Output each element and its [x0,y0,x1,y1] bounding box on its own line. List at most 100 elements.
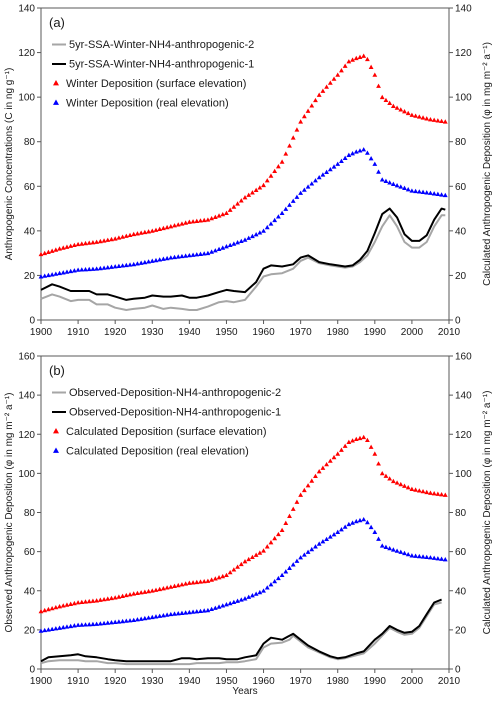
data-point-marker [439,556,444,561]
data-point-marker [135,617,140,622]
legend-entry-label: Winter Deposition (real elevation) [66,98,229,110]
data-point-marker [361,53,367,58]
data-point-marker [235,240,240,245]
data-point-marker [390,181,396,186]
data-point-marker [179,253,185,259]
data-point-marker [335,451,341,456]
data-point-marker [75,622,81,627]
data-point-marker [238,198,244,203]
data-point-marker [405,187,411,192]
data-point-marker [257,589,263,595]
x-tick-label: 1960 [252,676,275,687]
data-point-marker [268,582,274,587]
data-point-marker [246,192,252,197]
y-left-tick-label: 120 [18,430,35,441]
data-point-marker [379,94,385,100]
y-left-tick-label: 100 [18,93,35,104]
data-point-marker [272,168,278,174]
data-point-marker [123,233,129,238]
data-point-marker [298,555,304,560]
data-point-marker [413,188,419,194]
data-point-marker [142,229,148,235]
data-point-marker [257,550,263,555]
y-left-tick-label: 20 [24,271,36,282]
data-point-marker [64,244,70,249]
data-point-marker [157,586,163,592]
y-right-tick-label: 80 [455,137,467,148]
data-point-marker [190,219,196,224]
data-point-marker [94,598,100,603]
data-point-marker [279,527,285,533]
data-point-marker [357,148,363,153]
data-point-marker [424,190,430,195]
data-point-marker [346,439,352,444]
y-right-tick-label: 100 [455,93,472,104]
data-point-marker [179,610,185,615]
x-tick-label: 1980 [327,676,350,687]
data-point-marker [287,202,292,207]
data-point-marker [365,519,370,525]
data-point-marker [38,628,44,633]
data-point-marker [409,112,415,117]
data-point-marker [157,613,163,618]
data-point-marker [79,267,85,272]
data-point-marker [283,206,289,211]
data-point-marker [402,109,407,114]
data-point-marker [216,213,222,218]
data-point-marker [161,612,166,618]
legend-marker-swatch [53,447,59,453]
data-point-marker [261,588,266,593]
data-point-marker [94,239,100,244]
data-point-marker [153,227,159,232]
data-point-marker [60,245,66,250]
data-point-marker [398,184,404,189]
data-point-marker [439,192,444,197]
data-point-marker [131,591,137,596]
data-point-marker [205,578,211,583]
data-point-marker [350,520,355,525]
y-left-tick-label: 40 [24,586,36,597]
y-right-tick-label: 20 [455,625,467,636]
data-point-marker [153,257,159,263]
data-point-marker [161,225,166,231]
data-point-marker [209,215,215,221]
data-point-marker [431,555,437,560]
plot-frame [40,355,450,670]
data-point-marker [350,57,355,62]
data-point-marker [350,438,355,443]
data-point-marker [83,599,88,604]
data-point-marker [42,273,48,278]
data-point-marker [209,249,215,254]
data-point-marker [172,223,177,228]
data-point-marker [242,195,248,200]
data-point-marker [212,248,218,253]
data-point-marker [261,548,266,553]
data-point-marker [301,552,307,557]
data-point-marker [398,549,404,554]
data-point-marker [112,236,118,241]
data-point-marker [198,218,203,223]
data-point-marker [172,583,177,588]
data-point-marker [268,540,274,545]
data-point-marker [105,237,111,242]
data-point-marker [131,231,137,237]
data-point-marker [183,581,189,586]
y-right-tick-label: 120 [455,48,472,59]
data-point-marker [101,620,107,626]
data-point-marker [231,241,237,246]
data-point-marker [275,164,281,169]
legend-entry-label: Observed-Deposition-NH4-anthropogenic-2 [69,387,281,399]
x-tick-label: 2000 [401,327,424,338]
data-point-marker [138,590,144,595]
data-point-marker [198,251,203,256]
data-point-marker [60,270,66,275]
data-point-marker [431,491,437,496]
data-point-marker [123,618,129,623]
data-point-marker [235,564,240,569]
data-point-marker [305,549,311,554]
data-point-marker [424,489,430,495]
x-tick-label: 1920 [104,327,127,338]
data-point-marker [42,250,48,256]
data-point-marker [198,579,203,584]
y-right-tick-label: 100 [455,469,472,480]
